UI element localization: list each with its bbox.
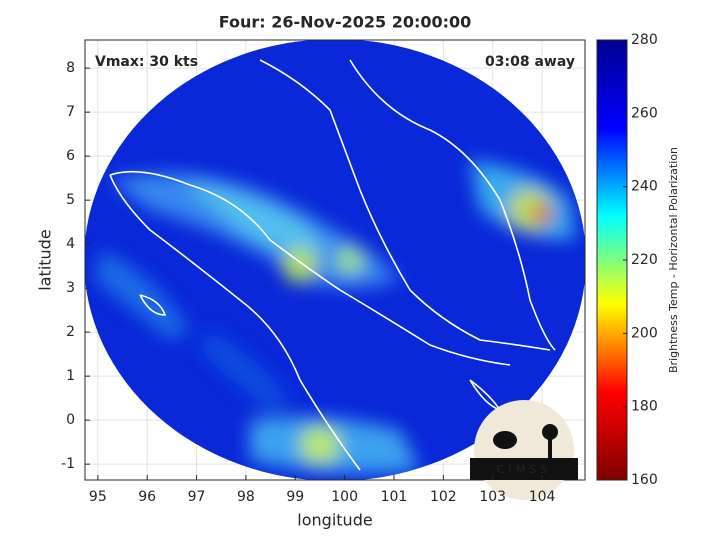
logo: CIMSS [470, 400, 578, 500]
x-tick-label: 99 [286, 489, 304, 505]
y-tick-label: -1 [61, 456, 75, 472]
y-tick-label: 6 [66, 148, 75, 164]
y-tick-label: 2 [66, 324, 75, 340]
y-tick-label: 7 [66, 104, 75, 120]
x-tick-label: 98 [237, 489, 255, 505]
colorbar-tick-label: 200 [631, 325, 658, 341]
colorbar-label: Brightness Temp - Horizontal Polarizatio… [667, 147, 680, 373]
y-tick-label: 3 [66, 280, 75, 296]
y-tick-label: 4 [66, 236, 75, 252]
x-axis-label: longitude [297, 511, 372, 530]
colorbar-tick-label: 260 [631, 105, 658, 121]
y-tick-label: 5 [66, 192, 75, 208]
annotation: Vmax: 30 kts [95, 54, 198, 70]
x-tick-label: 100 [331, 489, 358, 505]
y-tick-label: 8 [66, 60, 75, 76]
x-tick-label: 97 [188, 489, 206, 505]
y-axis-label: latitude [36, 229, 55, 290]
y-tick-label: 1 [66, 368, 75, 384]
colorbar-tick-label: 240 [631, 179, 658, 195]
colorbar-tick-label: 180 [631, 399, 658, 415]
x-tick-label: 102 [430, 489, 457, 505]
colorbar [596, 39, 628, 481]
x-tick-label: 96 [138, 489, 156, 505]
colorbar-tick-label: 220 [631, 252, 658, 268]
swath [85, 40, 585, 480]
logo-text: CIMSS [497, 463, 551, 476]
colorbar-tick-label: 160 [631, 472, 658, 488]
x-tick-label: 95 [89, 489, 107, 505]
x-tick-label: 104 [529, 489, 556, 505]
x-tick-label: 103 [479, 489, 506, 505]
chart-title: Four: 26-Nov-2025 20:00:00 [219, 13, 472, 32]
plot-frame [84, 39, 586, 481]
x-tick-label: 101 [381, 489, 408, 505]
colorbar-tick-label: 280 [631, 32, 658, 48]
y-tick-label: 0 [66, 412, 75, 428]
annotation: 03:08 away [485, 54, 575, 70]
